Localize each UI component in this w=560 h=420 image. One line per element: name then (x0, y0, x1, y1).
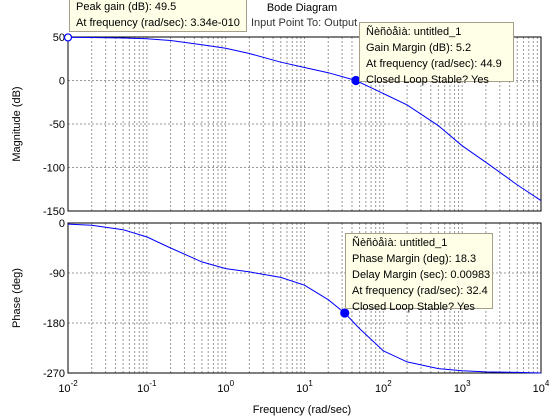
x-tick-label: 103 (454, 379, 471, 395)
phase-axes-frame (67, 222, 542, 374)
x-tick-exponent: 1 (308, 379, 313, 388)
magnitude-y-tick-label: -50 (49, 119, 65, 131)
magnitude-y-tick-label: -100 (43, 163, 65, 175)
x-tick-label: 104 (533, 379, 550, 395)
magnitude-axis-label: Magnitude (dB) (11, 86, 23, 161)
x-tick-label: 102 (375, 379, 392, 395)
x-tick-base: 10 (58, 383, 70, 395)
phase-stable-text: Closed Loop Stable? Yes (352, 301, 475, 313)
magnitude-y-tick-label: 50 (53, 32, 65, 44)
phase-system-text: Ñèñòåìà: untitled_1 (352, 237, 448, 249)
magnitude-y-tick-label: 0 (59, 76, 65, 88)
x-tick-base: 10 (137, 383, 149, 395)
x-tick-label: 10-1 (137, 379, 157, 395)
x-tick-base: 10 (217, 383, 229, 395)
magnitude-series-line (67, 36, 542, 202)
phase-margin-datatip[interactable]: Ñèñòåìà: untitled_1 Phase Margin (deg): … (345, 233, 493, 313)
gain-margin-text: Gain Margin (dB): 5.2 (366, 42, 472, 54)
peak-gain-text: Peak gain (dB): 49.5 (76, 1, 177, 13)
x-tick-exponent: 3 (466, 379, 471, 388)
phase-y-tick-label: -270 (43, 368, 65, 380)
x-tick-base: 10 (454, 383, 466, 395)
gain-stable-text: Closed Loop Stable? Yes (366, 74, 489, 86)
phase-margin-marker (340, 308, 350, 318)
magnitude-peak-marker (63, 33, 73, 42)
peak-frequency-text: At frequency (rad/sec): 3.34e-010 (76, 17, 240, 29)
x-tick-base: 10 (533, 383, 545, 395)
x-tick-exponent: 4 (545, 379, 550, 388)
phase-axis-label: Phase (deg) (11, 268, 23, 328)
magnitude-y-tick-label: -150 (43, 206, 65, 218)
chart-title: Bode Diagram (267, 2, 337, 14)
x-tick-label: 100 (217, 379, 234, 395)
phase-y-tick-label: -90 (49, 268, 65, 280)
magnitude-axes-frame (67, 36, 542, 212)
x-axis-label: Frequency (rad/sec) (253, 404, 351, 416)
phase-frequency-text: At frequency (rad/sec): 32.4 (352, 285, 488, 297)
peak-gain-datatip[interactable]: Peak gain (dB): 49.5 At frequency (rad/s… (69, 0, 247, 32)
delay-margin-text: Delay Margin (sec): 0.00983 (352, 269, 491, 281)
x-tick-label: 101 (296, 379, 313, 395)
marker-layer (63, 33, 361, 318)
x-tick-exponent: -1 (149, 379, 157, 388)
gain-frequency-text: At frequency (rad/sec): 44.9 (366, 58, 502, 70)
gain-margin-datatip[interactable]: Ñèñòåìà: untitled_1 Gain Margin (dB): 5.… (359, 22, 514, 86)
x-tick-exponent: -2 (71, 379, 79, 388)
x-tick-exponent: 2 (387, 379, 392, 388)
x-tick-base: 10 (296, 383, 308, 395)
phase-y-tick-label: -180 (43, 318, 65, 330)
x-tick-base: 10 (375, 383, 387, 395)
phase-y-tick-label: 0 (59, 218, 65, 230)
gain-system-text: Ñèñòåìà: untitled_1 (366, 26, 462, 38)
x-tick-exponent: 0 (230, 379, 235, 388)
input-output-label: Input Point To: Output (251, 17, 358, 29)
phase-series-line (67, 223, 542, 374)
series-layer (67, 36, 542, 374)
x-tick-label: 10-2 (58, 379, 78, 395)
phase-margin-text: Phase Margin (deg): 18.3 (352, 253, 477, 265)
